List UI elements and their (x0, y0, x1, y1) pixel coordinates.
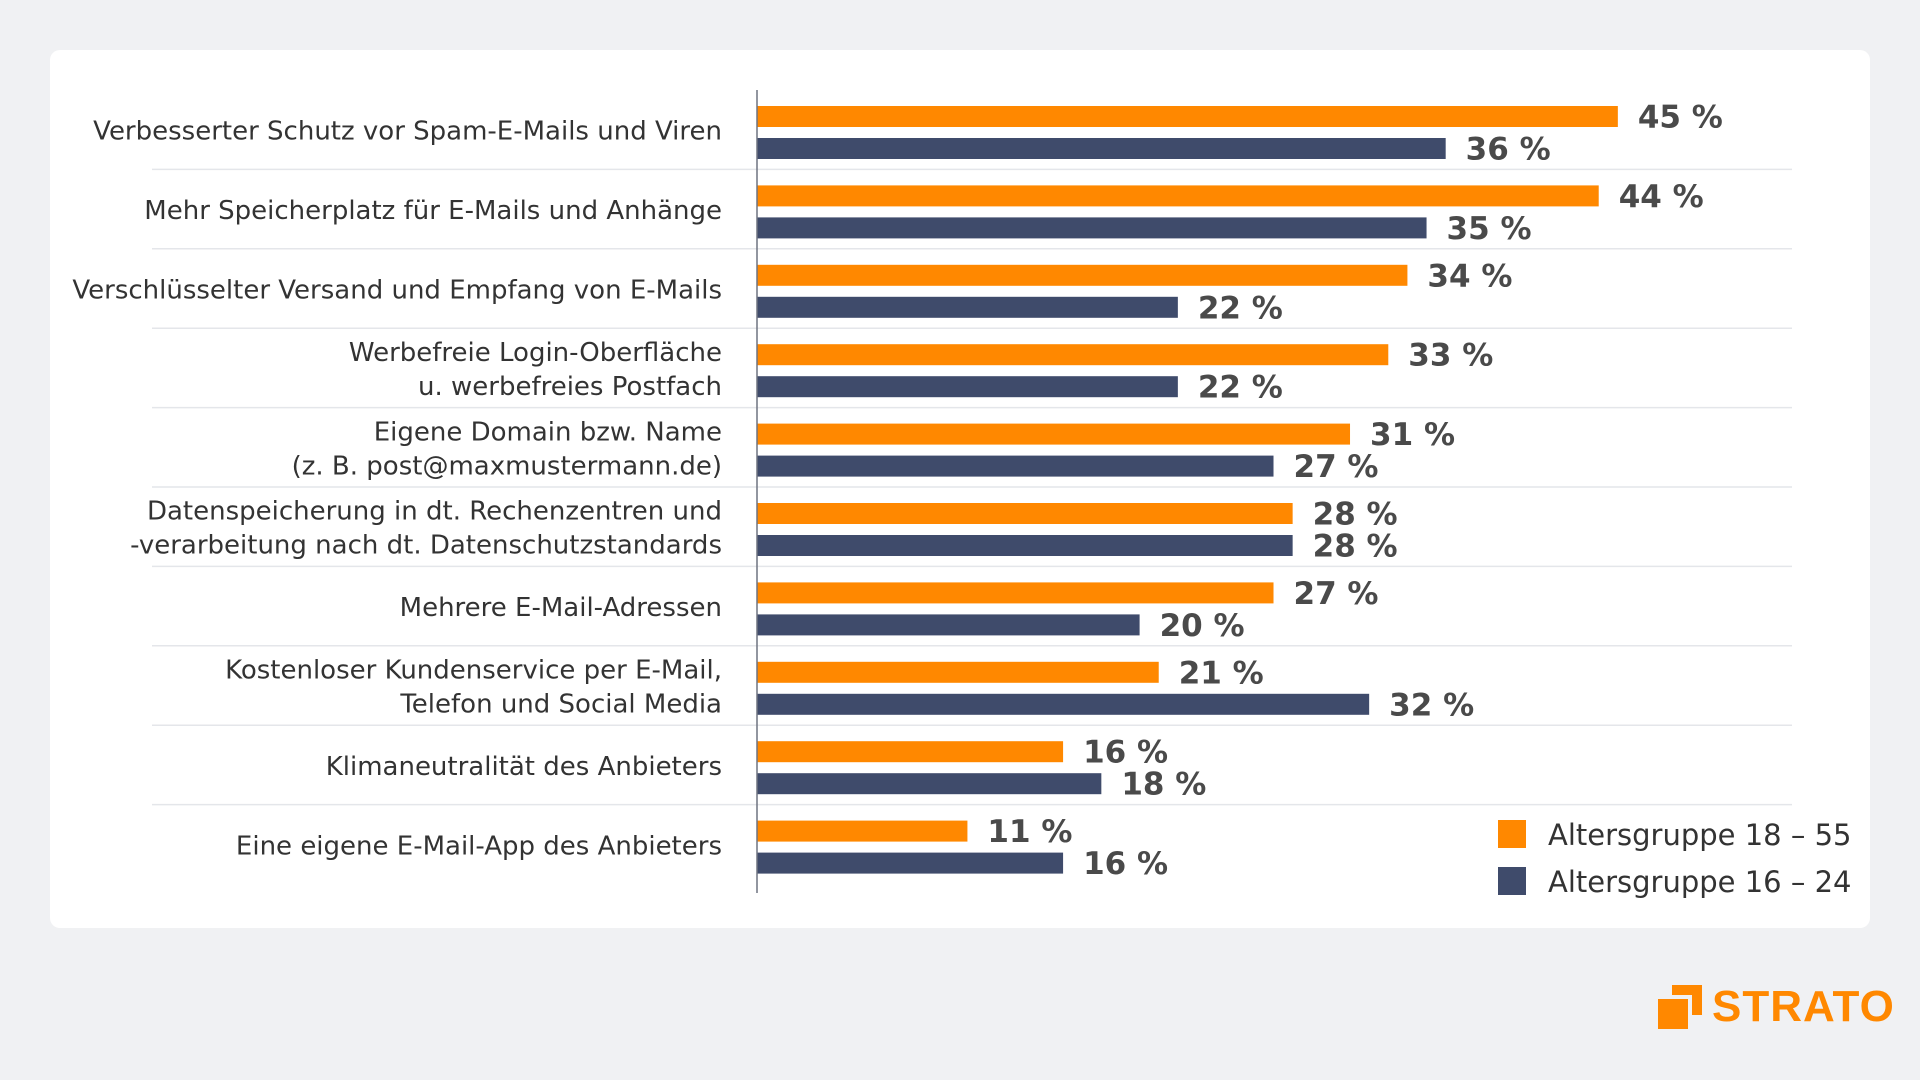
data-label: 28 % (1313, 497, 1398, 533)
bar-altersgruppe-16-24 (757, 296, 1178, 318)
category-label: Verschlüsselter Versand und Empfang von … (72, 276, 722, 306)
bar-altersgruppe-18-55 (757, 820, 968, 842)
category-label: Mehrere E-Mail-Adressen (400, 593, 722, 623)
category-label: Verbesserter Schutz vor Spam-E-Mails und… (93, 117, 722, 147)
data-label: 45 % (1638, 100, 1723, 136)
category-label: Werbefreie Login-Oberfläche u. werbefreie… (349, 338, 722, 402)
bar-altersgruppe-16-24 (757, 614, 1140, 636)
category-label: Eine eigene E-Mail-App des Anbieters (236, 831, 722, 861)
legend-swatch-18-55 (1498, 820, 1526, 848)
data-label: 27 % (1294, 576, 1379, 612)
bar-altersgruppe-18-55 (757, 423, 1351, 445)
data-label: 16 % (1083, 735, 1168, 771)
bar-altersgruppe-18-55 (757, 503, 1293, 524)
category-label: Kostenloser Kundenservice per E-Mail, Tel… (225, 656, 722, 720)
bar-altersgruppe-18-55 (757, 185, 1599, 207)
data-label: 36 % (1466, 132, 1551, 168)
legend-label-18-55: Altersgruppe 18 – 55 (1548, 818, 1851, 852)
data-label: 11 % (987, 814, 1072, 850)
data-label: 22 % (1198, 290, 1283, 326)
bar-altersgruppe-18-55 (757, 582, 1274, 604)
data-label: 31 % (1370, 417, 1455, 453)
data-label: 20 % (1160, 608, 1245, 644)
bar-altersgruppe-16-24 (757, 376, 1178, 398)
data-label: 27 % (1294, 449, 1379, 485)
data-label: 34 % (1427, 258, 1512, 294)
data-label: 21 % (1179, 655, 1264, 691)
category-label: Eigene Domain bzw. Name (z. B. post@maxmu… (292, 417, 722, 481)
data-label: 44 % (1619, 179, 1704, 215)
category-label: Mehr Speicherplatz für E-Mails und Anhän… (144, 196, 722, 226)
category-label: Datenspeicherung in dt. Rechenzentren un… (130, 497, 722, 561)
bar-altersgruppe-16-24 (757, 455, 1274, 477)
bar-altersgruppe-16-24 (757, 773, 1102, 795)
data-label: 35 % (1447, 211, 1532, 247)
bar-altersgruppe-16-24 (757, 217, 1427, 239)
bar-altersgruppe-18-55 (757, 106, 1618, 127)
strato-logo-text: STRATO (1712, 982, 1895, 1031)
chart-card: Verbesserter Schutz vor Spam-E-Mails und… (50, 50, 1870, 928)
bar-altersgruppe-18-55 (757, 741, 1064, 763)
legend-swatch-16-24 (1498, 867, 1526, 895)
data-label: 32 % (1389, 687, 1474, 723)
bar-altersgruppe-18-55 (757, 344, 1389, 366)
strato-logo: STRATO (1658, 982, 1895, 1032)
bar-chart: Verbesserter Schutz vor Spam-E-Mails und… (72, 90, 1851, 899)
data-label: 33 % (1408, 338, 1493, 374)
data-label: 22 % (1198, 370, 1283, 406)
strato-logo-icon (1658, 985, 1702, 1029)
bar-altersgruppe-18-55 (757, 661, 1159, 683)
bar-altersgruppe-16-24 (757, 138, 1446, 159)
bar-altersgruppe-16-24 (757, 693, 1370, 715)
bar-altersgruppe-16-24 (757, 852, 1064, 874)
data-label: 16 % (1083, 846, 1168, 882)
data-label: 28 % (1313, 529, 1398, 565)
data-label: 18 % (1121, 767, 1206, 803)
bar-altersgruppe-18-55 (757, 264, 1408, 286)
category-label: Klimaneutralität des Anbieters (326, 752, 722, 782)
bar-altersgruppe-16-24 (757, 535, 1293, 556)
legend-label-16-24: Altersgruppe 16 – 24 (1548, 865, 1851, 899)
